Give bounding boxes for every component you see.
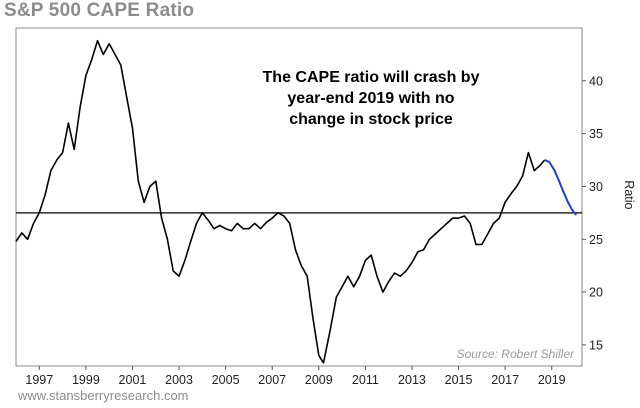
x-axis: 1997 1999 2001 2003 2005 2007 2009 2011 2013 2015… [25, 366, 566, 387]
x-tick-label: 1997 [25, 373, 53, 387]
plot-border [15, 27, 583, 367]
x-tick-label: 2009 [305, 373, 333, 387]
y-tick-label: 15 [589, 338, 603, 352]
projected-cape-line [544, 159, 577, 216]
x-tick-label: 2007 [258, 373, 286, 387]
y-tick-label: 35 [589, 127, 603, 141]
website-footer: www.stansberryresearch.com [18, 388, 189, 403]
x-tick-label: 2013 [398, 373, 426, 387]
annotation-line: change in stock price [289, 111, 453, 128]
plot-frame [15, 27, 583, 367]
x-tick-label: 2019 [538, 373, 566, 387]
historical-cape-line [15, 39, 546, 364]
annotation-line: year-end 2019 with no [287, 90, 454, 107]
source-note: Source: Robert Shiller [457, 347, 575, 361]
annotation-layer: The CAPE ratio will crash by year-end 201… [263, 69, 480, 128]
x-tick-label: 1999 [72, 373, 100, 387]
x-tick-label: 2015 [445, 373, 473, 387]
x-tick-label: 2003 [165, 373, 193, 387]
x-tick-label: 2005 [212, 373, 240, 387]
chart-title: S&P 500 CAPE Ratio [4, 0, 195, 21]
x-tick-label: 2011 [352, 373, 379, 387]
y-tick-label: 40 [589, 74, 603, 88]
x-tick-label: 2017 [491, 373, 519, 387]
y-axis-label: Ratio [622, 180, 636, 209]
y-axis: 15 20 25 30 35 40 [582, 74, 603, 352]
series-layer [15, 39, 577, 364]
y-tick-label: 20 [589, 286, 603, 300]
x-tick-label: 2001 [119, 373, 147, 387]
y-tick-label: 25 [589, 233, 603, 247]
annotation-line: The CAPE ratio will crash by [263, 69, 480, 86]
y-tick-label: 30 [589, 180, 603, 194]
